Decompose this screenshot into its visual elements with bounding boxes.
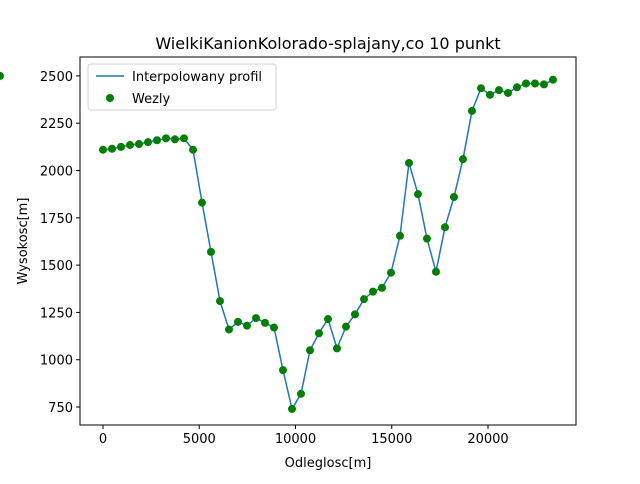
legend-marker [106, 94, 114, 102]
y-tick-label: 2000 [40, 165, 73, 180]
x-tick-label: 15000 [371, 432, 412, 447]
node-marker [242, 321, 251, 330]
y-tick-label: 2500 [40, 70, 73, 85]
x-axis-label: Odleglosc[m] [285, 456, 372, 471]
x-tick-label: 5000 [183, 432, 216, 447]
node-marker [278, 366, 287, 375]
chart-title: WielkiKanionKolorado-splajany,co 10 punk… [155, 34, 500, 53]
node-marker [99, 145, 108, 154]
node-marker [206, 247, 215, 256]
node-marker [260, 318, 269, 327]
x-tick-label: 20000 [467, 432, 508, 447]
node-marker [153, 136, 162, 145]
node-marker [440, 223, 449, 232]
x-tick-label: 0 [99, 432, 107, 447]
node-marker [494, 86, 503, 95]
plot-frame [79, 56, 577, 426]
node-marker [270, 323, 279, 332]
node-marker [324, 315, 332, 324]
node-marker [162, 134, 171, 143]
x-tick-label: 10000 [275, 432, 316, 447]
node-marker [503, 88, 512, 97]
node-marker [485, 90, 494, 99]
node-marker [395, 231, 404, 240]
y-tick-label: 750 [48, 401, 73, 416]
node-marker [548, 75, 557, 84]
node-marker [350, 310, 359, 319]
node-marker [108, 144, 117, 153]
node-marker [431, 267, 440, 276]
y-tick-label: 1500 [40, 259, 73, 274]
node-marker [359, 295, 368, 304]
node-marker [467, 106, 476, 115]
node-marker [306, 346, 315, 355]
node-marker [224, 325, 233, 334]
node-marker [234, 317, 243, 326]
legend-label: Wezly [132, 92, 171, 107]
node-marker [332, 344, 341, 353]
node-marker [386, 268, 395, 277]
node-marker [368, 287, 377, 296]
node-marker [413, 190, 422, 199]
y-tick-label: 1250 [40, 306, 73, 321]
node-marker [476, 84, 485, 93]
node-marker [288, 404, 297, 413]
profile-line [102, 79, 554, 411]
node-marker [144, 138, 153, 147]
node-marker [449, 193, 458, 202]
node-marker [117, 142, 126, 151]
node-marker [458, 155, 467, 164]
node-marker [530, 79, 539, 88]
node-marker [135, 140, 144, 149]
node-marker [188, 145, 197, 154]
node-marker [377, 283, 386, 292]
node-marker [404, 158, 413, 167]
node-marker [170, 135, 179, 144]
node-marker [539, 80, 548, 89]
y-axis-label: Wysokosc[m] [16, 198, 31, 285]
node-marker [180, 134, 189, 143]
node-marker [422, 234, 431, 243]
node-marker [198, 198, 207, 207]
y-tick-label: 1000 [40, 354, 73, 369]
node-marker [521, 79, 530, 88]
node-marker [0, 71, 4, 80]
node-marker [126, 140, 135, 149]
node-marker [512, 83, 521, 92]
node-marker [314, 329, 323, 338]
node-marker [296, 389, 305, 398]
legend-box [87, 63, 277, 111]
node-marker [341, 322, 350, 331]
node-marker [252, 314, 261, 323]
legend-label: Interpolowany profil [132, 70, 262, 85]
node-marker [216, 297, 225, 306]
y-tick-label: 1750 [40, 212, 73, 227]
y-tick-label: 2250 [40, 117, 73, 132]
